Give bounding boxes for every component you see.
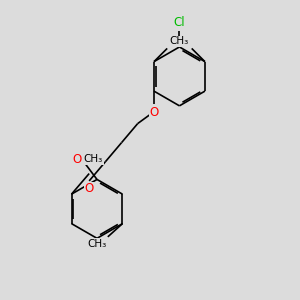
Text: CH₃: CH₃: [170, 36, 190, 46]
Text: Cl: Cl: [174, 16, 185, 29]
Text: O: O: [149, 106, 159, 119]
Text: CH₃: CH₃: [84, 154, 103, 164]
Text: CH₃: CH₃: [169, 36, 188, 46]
Text: O: O: [72, 153, 82, 166]
Text: O: O: [85, 182, 94, 195]
Text: CH₃: CH₃: [87, 239, 106, 249]
